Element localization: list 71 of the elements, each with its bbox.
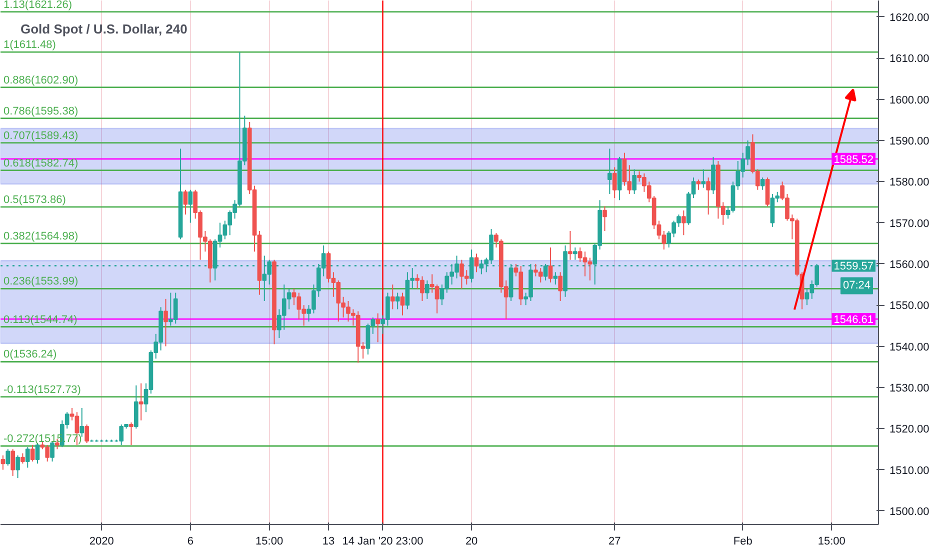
candlestick	[760, 177, 765, 190]
x-tick-label: 6	[187, 536, 194, 548]
candlestick	[390, 284, 395, 310]
x-tick-label: 20	[465, 536, 478, 548]
candlestick	[80, 408, 84, 438]
y-tick-label: 1540.00	[890, 341, 930, 354]
ref-line-label: 0(1536.24)	[4, 348, 57, 361]
candlestick	[681, 210, 686, 236]
y-tick-label: 1620.00	[890, 12, 930, 24]
y-tick-label: 1610.00	[890, 53, 930, 66]
text: Gold Spot / U.S. Dollar, 240	[20, 22, 188, 36]
candlestick	[20, 452, 25, 464]
candlestick	[10, 448, 16, 476]
x-tick-label: 13	[322, 536, 335, 548]
annotation: 1546.61	[834, 314, 874, 326]
ref-line-label: 0.707(1589.43)	[4, 130, 78, 142]
x-tick-label: 14 Jan '20 23:00	[342, 536, 424, 548]
y-tick-label: 1550.00	[890, 300, 930, 312]
ref-line-label: -0.113(1527.73)	[4, 384, 81, 396]
candlestick	[400, 292, 405, 316]
candlestick	[607, 148, 612, 194]
x-tick-label: 2020	[89, 536, 114, 548]
y-tick-label: 1510.00	[890, 464, 930, 477]
candlestick	[129, 422, 134, 446]
candlestick	[395, 292, 400, 310]
candlestick	[568, 230, 572, 260]
candlestick	[188, 189, 193, 224]
candlestick	[548, 246, 553, 283]
candlestick	[424, 280, 430, 300]
candlestick	[16, 454, 20, 478]
candlestick	[25, 446, 30, 468]
ref-line-label: 0.618(1582.74)	[4, 157, 78, 170]
y-tick-label: 1590.00	[890, 135, 930, 148]
y-tick-label: 1580.00	[890, 176, 930, 189]
annotation: 07:24	[842, 280, 871, 292]
ref-line-label: 0.786(1595.38)	[4, 105, 78, 118]
candlestick	[612, 166, 617, 199]
ref-line-label: 0.886(1602.90)	[4, 74, 78, 86]
y-tick-label: 1560.00	[890, 258, 930, 271]
candlestick	[701, 168, 706, 188]
x-tick-label: Feb	[733, 536, 752, 548]
x-tick-label: 27	[608, 536, 621, 548]
ref-line-label: 1(1611.48)	[4, 39, 56, 52]
candlestick	[572, 246, 578, 260]
candlestick	[30, 444, 35, 462]
candlestick	[558, 272, 563, 302]
candlestick	[6, 448, 10, 466]
candlestick	[706, 177, 711, 216]
annotation: 1585.52	[834, 154, 874, 166]
ref-line-label: 0.236(1553.99)	[4, 276, 78, 288]
candlestick	[602, 206, 607, 232]
y-tick-label: 1600.00	[890, 94, 930, 106]
y-tick-label: 1520.00	[890, 424, 930, 436]
candlestick	[164, 298, 168, 347]
x-tick-label: 15:00	[818, 536, 846, 548]
y-tick-label: 1530.00	[890, 382, 930, 394]
candlestick	[474, 253, 479, 273]
candlestick	[696, 179, 701, 190]
candlestick	[632, 168, 637, 194]
candlestick	[0, 454, 6, 470]
candlestick	[553, 272, 558, 286]
candlestick	[84, 424, 89, 444]
ref-line-label: 0.5(1573.86)	[4, 194, 66, 206]
ref-line-label: 0.382(1564.98)	[4, 230, 78, 242]
candlestick	[138, 382, 144, 421]
y-tick-label: 1570.00	[890, 218, 930, 230]
candlestick	[183, 189, 188, 216]
x-tick-label: 15:00	[256, 536, 284, 548]
y-tick-label: 1500.00	[890, 506, 930, 518]
annotation: 1559.57	[834, 260, 874, 273]
candlestick	[376, 312, 380, 343]
